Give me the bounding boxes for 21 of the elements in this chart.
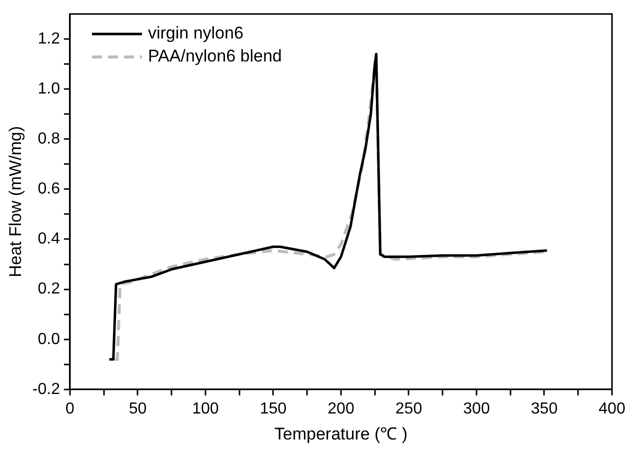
y-tick-label: -0.2 <box>32 380 60 398</box>
x-tick-label: 50 <box>128 400 147 418</box>
x-tick-label: 350 <box>530 400 558 418</box>
x-axis-title: Temperature (℃ ) <box>274 424 408 444</box>
x-tick-label: 250 <box>395 400 422 418</box>
legend-label: virgin nylon6 <box>148 24 244 43</box>
y-tick-label: 0.4 <box>38 230 60 248</box>
y-tick-label: 1.2 <box>38 30 60 48</box>
y-tick-label: 0.8 <box>38 130 60 148</box>
x-tick-label: 0 <box>66 400 75 418</box>
y-tick-label: 1.0 <box>38 80 60 98</box>
y-tick-label: 0.0 <box>38 330 60 348</box>
x-tick-label: 300 <box>463 400 490 418</box>
legend-label: PAA/nylon6 blend <box>148 46 282 66</box>
x-tick-label: 150 <box>260 400 287 418</box>
x-tick-label: 400 <box>598 400 626 418</box>
y-axis-title: Heat Flow (mW/mg) <box>6 126 25 278</box>
y-tick-label: 0.2 <box>38 280 60 298</box>
x-tick-label: 200 <box>328 400 354 418</box>
y-tick-label: 0.6 <box>38 180 60 198</box>
x-tick-label: 100 <box>192 400 219 418</box>
